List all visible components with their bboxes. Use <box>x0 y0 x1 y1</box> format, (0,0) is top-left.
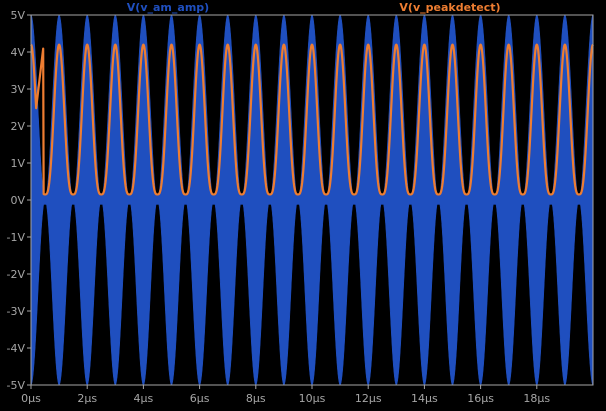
x-tick-label: 8µs <box>246 392 266 405</box>
x-tick-label: 6µs <box>190 392 210 405</box>
legend-item-v-peakdetect[interactable]: V(v_peakdetect) <box>399 1 500 14</box>
y-tick-label: -5V <box>7 379 26 392</box>
series-v-am-amp[interactable] <box>30 14 594 386</box>
x-tick-label: 14µs <box>411 392 438 405</box>
x-tick-label: 16µs <box>467 392 494 405</box>
x-tick-label: 4µs <box>134 392 154 405</box>
y-tick-label: 1V <box>10 157 25 170</box>
legend-item-v-am-amp[interactable]: V(v_am_amp) <box>127 1 209 14</box>
x-tick-label: 12µs <box>355 392 382 405</box>
x-tick-label: 10µs <box>299 392 326 405</box>
y-axis: 5V 4V 3V 2V 1V 0V -1V -2V -3V -4V -5V <box>7 9 31 392</box>
y-tick-label: -4V <box>7 342 26 355</box>
y-tick-label: 2V <box>10 120 25 133</box>
y-tick-label: 4V <box>10 46 25 59</box>
y-tick-label: -2V <box>7 268 26 281</box>
y-tick-label: 0V <box>10 194 25 207</box>
x-tick-label: 2µs <box>77 392 97 405</box>
y-tick-label: 5V <box>10 9 25 22</box>
x-tick-label: 0µs <box>21 392 41 405</box>
y-tick-label: -1V <box>7 231 26 244</box>
x-tick-label: 18µs <box>523 392 550 405</box>
y-tick-label: -3V <box>7 305 26 318</box>
series-v-peakdetect[interactable] <box>30 43 594 196</box>
y-tick-label: 3V <box>10 83 25 96</box>
x-axis: 0µs 2µs 4µs 6µs 8µs 10µs 12µs 14µs 16µs 18µs <box>21 385 550 405</box>
plot-area <box>30 14 594 386</box>
